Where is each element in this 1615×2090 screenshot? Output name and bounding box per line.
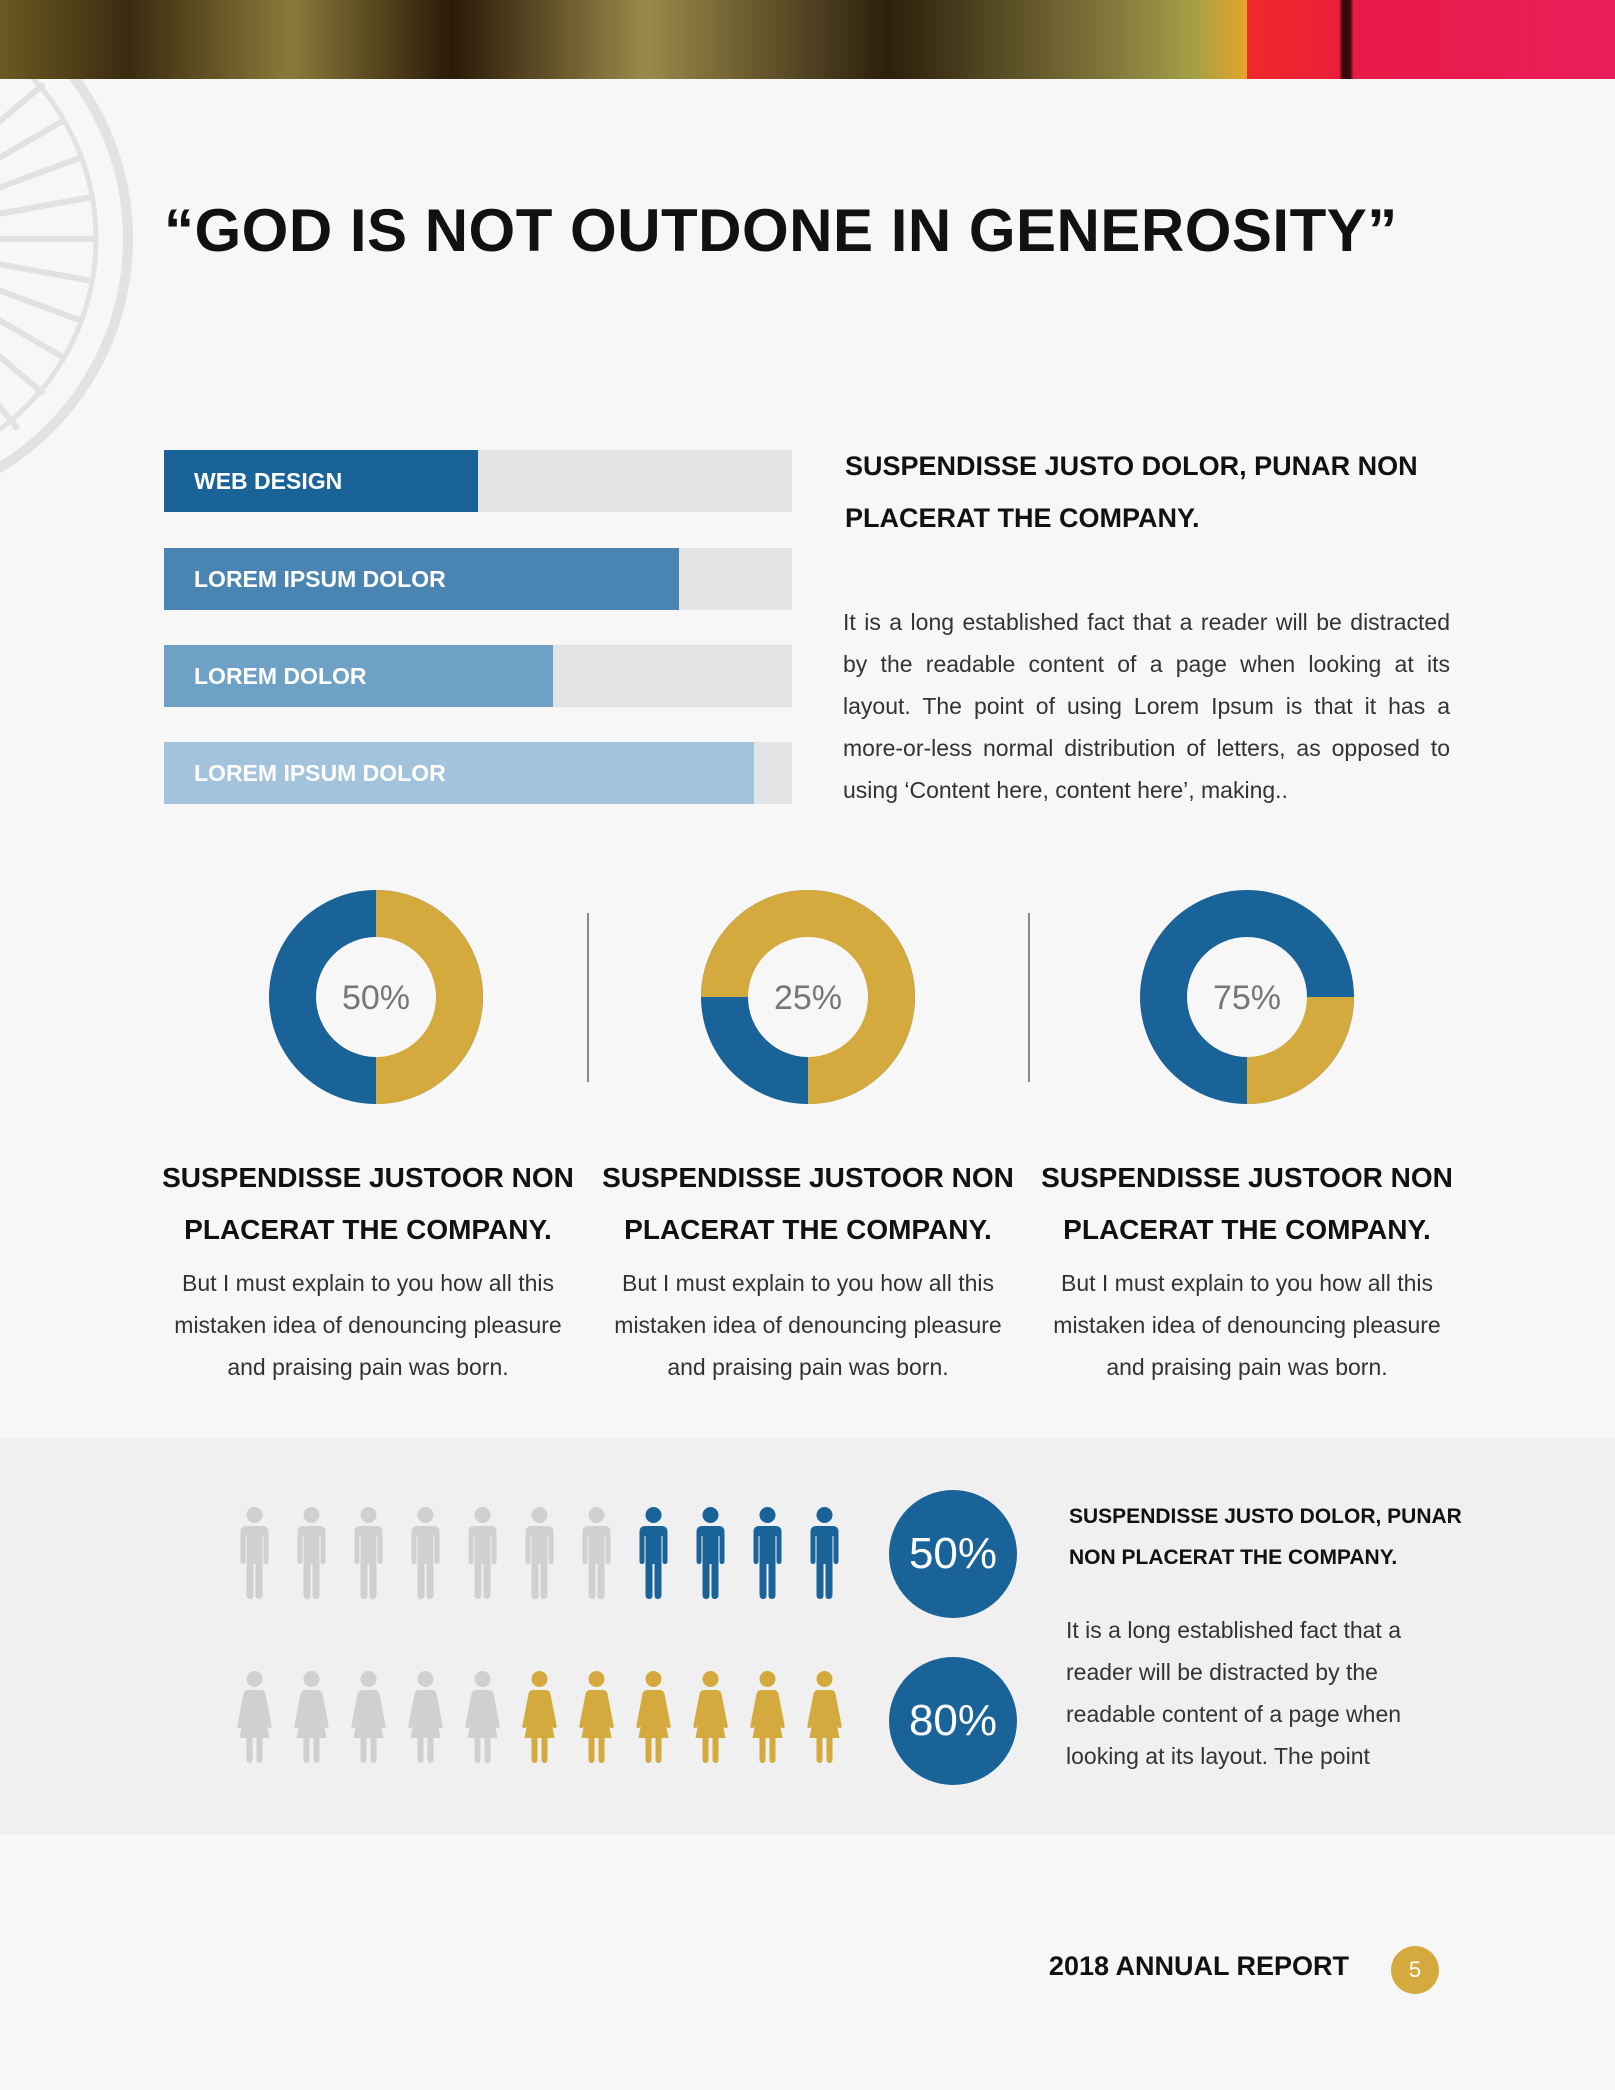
side-paragraph: It is a long established fact that a rea… xyxy=(843,609,1450,803)
column-heading: SUSPENDISSE JUSTOOR NON PLACERAT THE COM… xyxy=(602,1162,1014,1245)
page-title: “GOD IS NOT OUTDONE IN GENEROSITY” xyxy=(164,197,1398,264)
woman-icon xyxy=(807,1671,842,1763)
column-text: But I must explain to you how all this m… xyxy=(174,1270,562,1380)
skill-bar-fill xyxy=(164,742,755,804)
man-icon xyxy=(525,1507,554,1599)
page-number: 5 xyxy=(1391,1946,1439,1994)
skill-bar-fill xyxy=(164,548,679,610)
side-heading: SUSPENDISSE JUSTO DOLOR, PUNAR NON PLACE… xyxy=(845,451,1418,533)
woman-icon xyxy=(351,1671,386,1763)
donut-label: 50% xyxy=(342,979,410,1017)
man-icon xyxy=(240,1507,269,1599)
women-percent-badge: 80% xyxy=(889,1657,1017,1785)
skill-bar-label: LOREM IPSUM DOLOR xyxy=(194,760,446,786)
man-icon xyxy=(468,1507,497,1599)
column-3: SUSPENDISSE JUSTOOR NON PLACERAT THE COM… xyxy=(1037,1152,1457,1388)
column-heading: SUSPENDISSE JUSTOOR NON PLACERAT THE COM… xyxy=(1041,1162,1453,1245)
donut-hole xyxy=(1187,937,1307,1057)
donut-hole xyxy=(316,937,436,1057)
stats-band xyxy=(0,1438,1615,1835)
stats-paragraph: It is a long established fact that a rea… xyxy=(1066,1617,1402,1769)
man-icon xyxy=(354,1507,383,1599)
footer-report-label: 2018 ANNUAL REPORT xyxy=(1048,1951,1349,1981)
skill-bar: LOREM IPSUM DOLOR xyxy=(164,548,792,610)
column-heading: SUSPENDISSE JUSTOOR NON PLACERAT THE COM… xyxy=(162,1162,574,1245)
men-percent-badge: 50% xyxy=(889,1490,1017,1618)
column-text: But I must explain to you how all this m… xyxy=(614,1270,1002,1380)
skill-bar-fill xyxy=(164,645,554,707)
stats-heading: SUSPENDISSE JUSTO DOLOR, PUNAR NON PLACE… xyxy=(1069,1505,1462,1569)
man-icon xyxy=(639,1507,668,1599)
man-icon xyxy=(810,1507,839,1599)
woman-icon xyxy=(408,1671,443,1763)
skill-bar-label: LOREM DOLOR xyxy=(194,663,367,689)
woman-icon xyxy=(465,1671,500,1763)
man-icon xyxy=(696,1507,725,1599)
skill-bar-label: WEB DESIGN xyxy=(194,468,343,494)
woman-icon xyxy=(579,1671,614,1763)
header-photo-accent xyxy=(1247,0,1615,79)
woman-icon xyxy=(522,1671,557,1763)
skill-bar: WEB DESIGN xyxy=(164,450,792,512)
column-divider xyxy=(587,913,589,1082)
decorative-wheel-icon xyxy=(0,79,133,474)
skill-bar: LOREM IPSUM DOLOR xyxy=(164,742,792,804)
donut-label: 75% xyxy=(1213,979,1281,1017)
woman-icon xyxy=(750,1671,785,1763)
man-icon xyxy=(411,1507,440,1599)
woman-icon xyxy=(294,1671,329,1763)
man-icon xyxy=(753,1507,782,1599)
donut-hole xyxy=(748,937,868,1057)
column-2: SUSPENDISSE JUSTOOR NON PLACERAT THE COM… xyxy=(598,1152,1018,1388)
woman-icon xyxy=(636,1671,671,1763)
column-1: SUSPENDISSE JUSTOOR NON PLACERAT THE COM… xyxy=(158,1152,578,1388)
skill-bar-fill xyxy=(164,450,478,512)
man-icon xyxy=(297,1507,326,1599)
man-icon xyxy=(582,1507,611,1599)
woman-icon xyxy=(693,1671,728,1763)
woman-icon xyxy=(237,1671,272,1763)
column-text: But I must explain to you how all this m… xyxy=(1053,1270,1441,1380)
donut-label: 25% xyxy=(774,979,842,1017)
donut-charts: 50% 25% 75% xyxy=(269,890,1354,1104)
skill-bar-label: LOREM IPSUM DOLOR xyxy=(194,566,446,592)
column-divider xyxy=(1028,913,1030,1082)
skill-bar: LOREM DOLOR xyxy=(164,645,792,707)
